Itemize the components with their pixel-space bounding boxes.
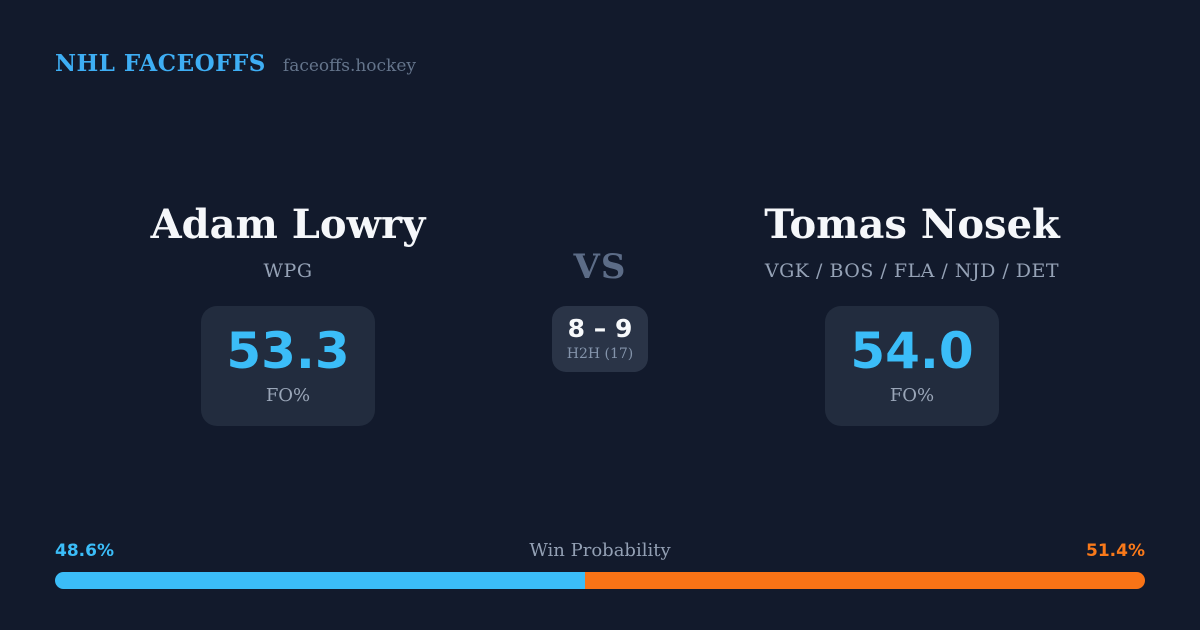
matchup-center-section: VS 8 – 9 H2H (17) bbox=[480, 250, 720, 372]
player-left-teams: WPG bbox=[263, 260, 313, 282]
win-probability-section: 48.6% Win Probability 51.4% bbox=[55, 540, 1145, 589]
player-right-fo-pct: 54.0 bbox=[850, 322, 974, 380]
h2h-record: 8 – 9 bbox=[567, 314, 633, 343]
win-bar-left-fill bbox=[55, 572, 585, 589]
player-right-stat-label: FO% bbox=[889, 385, 935, 406]
player-right-section: Tomas Nosek VGK / BOS / FLA / NJD / DET … bbox=[692, 205, 1132, 426]
h2h-label: H2H (17) bbox=[566, 346, 634, 362]
player-left-stat-label: FO% bbox=[265, 385, 311, 406]
player-right-name: Tomas Nosek bbox=[764, 201, 1060, 248]
h2h-box: 8 – 9 H2H (17) bbox=[552, 306, 648, 372]
win-probability-right-pct: 51.4% bbox=[1086, 541, 1145, 561]
win-probability-labels: 48.6% Win Probability 51.4% bbox=[55, 540, 1145, 561]
win-probability-bar bbox=[55, 572, 1145, 589]
player-left-section: Adam Lowry WPG 53.3 FO% bbox=[68, 205, 508, 426]
player-left-name: Adam Lowry bbox=[150, 201, 426, 248]
site-url: faceoffs.hockey bbox=[282, 56, 417, 76]
header: NHL FACEOFFS faceoffs.hockey bbox=[55, 50, 416, 77]
player-left-stat-box: 53.3 FO% bbox=[201, 306, 375, 426]
player-right-teams: VGK / BOS / FLA / NJD / DET bbox=[764, 260, 1060, 282]
win-probability-title: Win Probability bbox=[529, 540, 671, 561]
player-right-stat-box: 54.0 FO% bbox=[825, 306, 999, 426]
brand-logo: NHL FACEOFFS bbox=[55, 50, 266, 77]
player-left-fo-pct: 53.3 bbox=[226, 322, 350, 380]
vs-label: VS bbox=[573, 247, 627, 287]
win-bar-right-fill bbox=[584, 572, 1145, 589]
win-probability-left-pct: 48.6% bbox=[55, 541, 114, 561]
